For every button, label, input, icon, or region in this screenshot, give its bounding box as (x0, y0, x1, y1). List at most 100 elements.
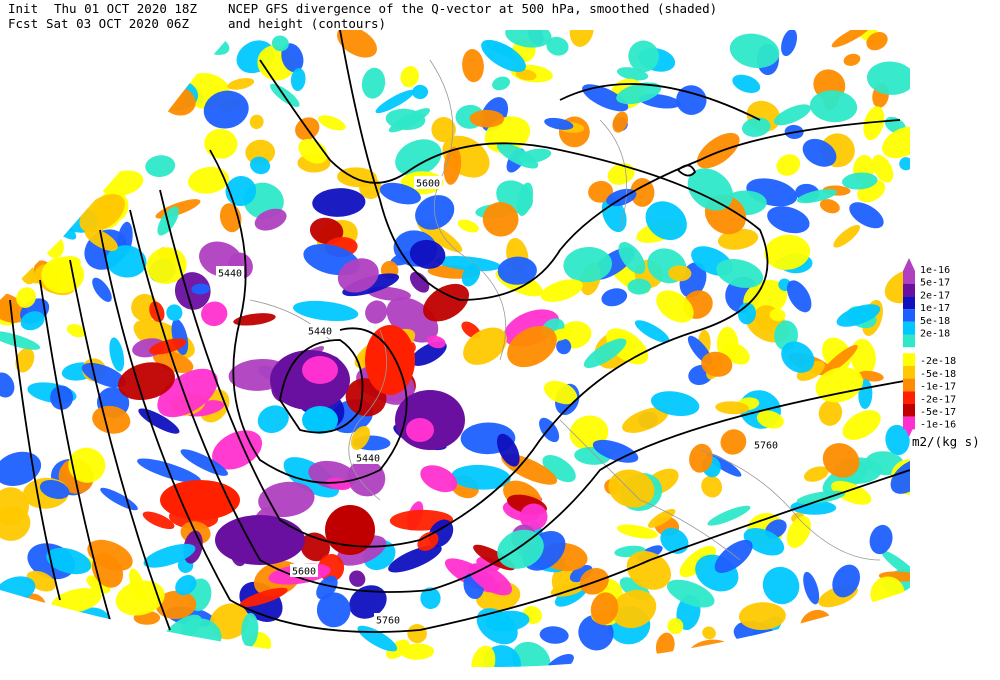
shade-blob (365, 300, 388, 324)
shade-blob (191, 283, 211, 295)
shade-blob (832, 564, 861, 598)
shade-blob (569, 30, 594, 47)
shade-blob (406, 418, 434, 442)
shade-blob (365, 325, 415, 395)
shade-blob (215, 515, 305, 565)
shade-blob (820, 653, 837, 668)
shade-blob (776, 154, 801, 176)
shade-blob (239, 587, 288, 608)
shade-blob (505, 30, 552, 48)
shade-blob (50, 385, 74, 410)
shade-blob (655, 632, 675, 659)
shade-blob (0, 647, 39, 668)
shade-blob (786, 280, 812, 313)
shade-blob (92, 405, 131, 434)
shade-blob (729, 33, 780, 68)
shade-blob (701, 475, 723, 498)
shade-blob (676, 85, 707, 115)
shade-blob (233, 313, 276, 326)
shade-blob (337, 258, 379, 293)
shade-blob (52, 128, 68, 148)
shade-blob (497, 529, 544, 569)
shade-blob (833, 224, 861, 248)
shade-blob (540, 279, 583, 302)
shade-blob (803, 466, 829, 482)
shade-blob (863, 106, 885, 141)
shade-blob (583, 338, 627, 369)
shade-blob (628, 40, 659, 72)
contour-labels: 5600 5440 5440 5440 5600 5760 5760 (216, 176, 780, 627)
shade-blob (145, 155, 176, 177)
shade-blob (431, 117, 456, 143)
shade-blob (667, 579, 715, 608)
shade-blob (100, 487, 138, 511)
shade-blob (142, 511, 175, 530)
shade-blob (616, 524, 658, 539)
shade-blob (435, 255, 501, 272)
shade-blob (496, 142, 539, 169)
shade-blob (109, 337, 125, 372)
colorbar-swatch (903, 404, 915, 417)
title: NCEP GFS divergence of the Q-vector at 5… (228, 1, 717, 16)
shade-blob (885, 424, 910, 456)
shade-blob (809, 90, 858, 123)
fcst-label: Fcst (8, 16, 38, 31)
colorbar-label: -5e-17 (920, 407, 956, 418)
shade-blob (400, 643, 435, 660)
contour-label: 5600 (292, 567, 316, 578)
shade-blob (622, 407, 669, 433)
shade-blob (542, 455, 576, 483)
shade-blob (850, 617, 870, 652)
shade-blob (423, 283, 470, 322)
init-time: Thu 01 OCT 2020 18Z (54, 1, 197, 16)
shade-blob (349, 585, 387, 619)
shade-blob (19, 190, 67, 224)
colorbar-swatch (903, 321, 915, 335)
shade-blob (668, 265, 692, 282)
colorbar-swatch (903, 296, 915, 310)
colorbar-swatch (903, 391, 915, 404)
header: Init Thu 01 OCT 2020 18Z Fcst Sat 03 OCT… (8, 1, 717, 31)
colorbar-label: 5e-18 (920, 316, 950, 327)
shade-blob (590, 592, 619, 625)
shade-blob (349, 570, 366, 587)
shade-blob (838, 626, 862, 654)
shade-blob (80, 104, 132, 133)
shade-blob (822, 443, 860, 478)
shade-blob (546, 653, 574, 668)
shade-blob (125, 641, 140, 665)
shade-blob (797, 643, 847, 668)
shade-blob (687, 168, 733, 211)
shade-blob (563, 247, 612, 283)
shade-blob (701, 351, 733, 377)
shade-blob (443, 147, 462, 185)
shade-blob (44, 234, 64, 259)
shade-blob (50, 588, 102, 614)
shade-blob (293, 300, 359, 322)
height-contours (9, 30, 910, 633)
shade-blob (175, 575, 197, 596)
shade-blob (395, 139, 442, 177)
shade-blob (15, 347, 35, 373)
shade-blob (19, 166, 70, 192)
shade-blob (39, 479, 70, 499)
contour-label-bg (354, 451, 382, 464)
shade-blob (375, 89, 415, 114)
coastlines (249, 59, 881, 561)
colorbar-label: -2e-18 (920, 356, 956, 367)
shade-blob (19, 120, 50, 153)
shade-blob (702, 626, 716, 640)
shade-blob (821, 344, 858, 376)
shade-blob (68, 447, 106, 483)
shade-blob (831, 30, 872, 48)
shade-blob (412, 84, 429, 100)
shade-blob (219, 203, 242, 233)
colorbar-label: 1e-16 (920, 265, 950, 276)
shade-blob (482, 202, 519, 237)
shade-blob (385, 108, 426, 130)
colorbar-swatch (903, 271, 915, 284)
shade-blob (20, 311, 45, 331)
shade-blob (842, 410, 881, 440)
shade-blob (872, 154, 894, 183)
